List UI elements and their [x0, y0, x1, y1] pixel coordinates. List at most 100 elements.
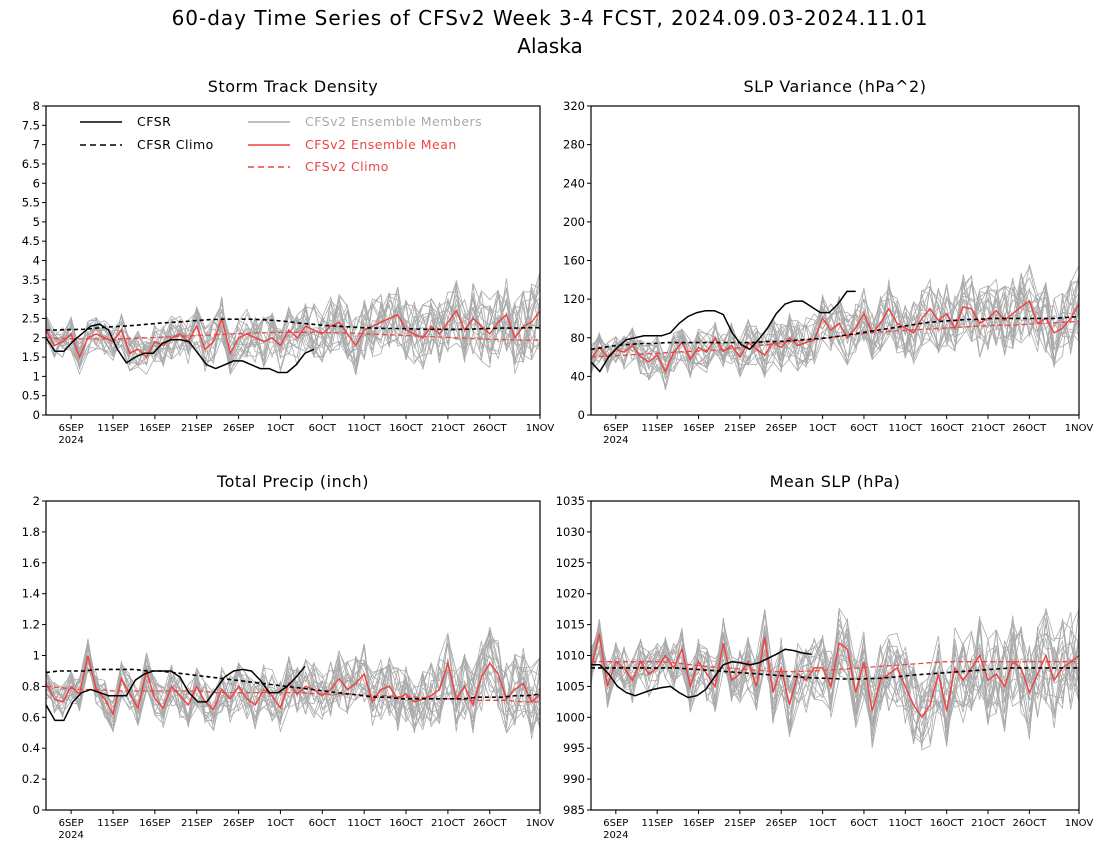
x-tick-label: 6SEP: [59, 423, 84, 434]
x-tick-label: 6SEP: [603, 423, 628, 434]
cfsr-line: [591, 648, 812, 699]
x-tick-label: 16OCT: [389, 423, 424, 434]
x-tick-label: 21OCT: [971, 423, 1006, 434]
cfsr-line: [591, 290, 856, 373]
y-tick-label: 1: [33, 649, 40, 663]
x-tick-label: 1OCT: [267, 818, 295, 829]
legend-ens-mean-label: CFSv2 Ensemble Mean: [305, 137, 457, 152]
x-tick-label: 16SEP: [139, 423, 170, 434]
ensemble-member-line: [46, 279, 540, 370]
ensemble-member-line: [46, 283, 540, 369]
y-tick-label: 1.5: [22, 350, 40, 364]
y-tick-label: 3: [33, 292, 40, 306]
y-tick-label: 6: [33, 176, 40, 190]
x-tick-label: 16SEP: [683, 818, 714, 829]
ensemble-member-line: [591, 272, 1079, 379]
x-year-label: 2024: [58, 830, 83, 841]
y-tick-label: 2: [33, 494, 40, 508]
x-tick-label: 11OCT: [888, 818, 923, 829]
x-year-label: 2024: [603, 435, 628, 446]
legend-cfsv2-climo-label: CFSv2 Climo: [305, 159, 389, 174]
cfsr-line: [46, 323, 315, 374]
x-tick-label: 1OCT: [809, 818, 837, 829]
figure-subtitle: Alaska: [517, 34, 583, 58]
x-tick-label: 11SEP: [641, 818, 672, 829]
panel-2: SLP Variance (hPa^2) 0 40 80 120 160 200 240 280…: [563, 77, 1093, 446]
x-year-label: 2024: [58, 435, 83, 446]
cfsr-climo-line: [591, 667, 1079, 680]
plot-frame: [45, 105, 541, 416]
x-tick-label: 26OCT: [1013, 423, 1048, 434]
ensemble-member-line: [591, 278, 1079, 372]
y-tick-label: 6.5: [22, 157, 40, 171]
ensemble-mean-line: [46, 309, 540, 360]
x-tick-label: 11SEP: [641, 423, 672, 434]
panel-title: Mean SLP (hPa): [770, 472, 901, 491]
ensemble-member-line: [46, 627, 540, 732]
x-tick-label: 16OCT: [389, 818, 424, 829]
panel-title: Total Precip (inch): [216, 472, 369, 491]
cfsr-climo-line: [46, 318, 540, 331]
y-tick-label: 995: [563, 741, 585, 755]
x-tick-label: 26SEP: [223, 818, 254, 829]
y-tick-label: 320: [563, 99, 585, 113]
ensemble-member-line: [46, 288, 540, 369]
figure-title: 60-day Time Series of CFSv2 Week 3-4 FCS…: [171, 6, 929, 30]
x-tick-label: 16SEP: [683, 423, 714, 434]
x-tick-label: 21OCT: [971, 818, 1006, 829]
legend-members-label: CFSv2 Ensemble Members: [305, 114, 482, 129]
x-tick-label: 11OCT: [888, 423, 923, 434]
y-tick-label: 5.5: [22, 196, 40, 210]
ensemble-member-line: [46, 289, 540, 367]
plot-frame: [590, 105, 1080, 416]
y-tick-label: 120: [563, 292, 585, 306]
y-tick-label: 1005: [556, 679, 585, 693]
x-tick-label: 1NOV: [1065, 818, 1094, 829]
y-tick-label: 240: [563, 176, 585, 190]
legend-cfsr-label: CFSR: [137, 114, 171, 129]
x-tick-label: 26OCT: [473, 423, 508, 434]
y-tick-label: 0: [33, 408, 40, 422]
x-tick-label: 11SEP: [97, 423, 128, 434]
y-tick-label: 280: [563, 138, 585, 152]
y-tick-label: 1.2: [22, 618, 40, 632]
y-tick-label: 2.5: [22, 311, 40, 325]
y-tick-label: 80: [570, 331, 585, 345]
cfsv2-climo-line: [591, 661, 1079, 673]
plot-area: [591, 264, 1079, 390]
y-tick-label: 0.5: [22, 389, 40, 403]
ensemble-mean-line: [591, 633, 1079, 719]
y-tick-label: 8: [33, 99, 40, 113]
x-tick-label: 16OCT: [930, 818, 965, 829]
ensemble-member-line: [591, 618, 1079, 730]
ensemble-member-line: [591, 265, 1079, 379]
plot-frame: [45, 500, 541, 811]
panel-1: Storm Track Density 0 0.5 1 1.5 2 2.5 3 3.5 4 4.5 5…: [22, 77, 555, 446]
y-tick-label: 4: [33, 254, 40, 268]
panel-3: Total Precip (inch) 0 0.2 0.4 0.6 0.8 1 1.2 1.4 1…: [22, 472, 555, 841]
y-tick-label: 1030: [556, 525, 585, 539]
x-tick-label: 21SEP: [724, 423, 755, 434]
x-tick-label: 1NOV: [526, 423, 555, 434]
cfsr-climo-line: [46, 668, 540, 700]
y-tick-label: 1: [33, 369, 40, 383]
y-tick-label: 3.5: [22, 273, 40, 287]
y-tick-label: 1015: [556, 618, 585, 632]
y-tick-label: 990: [563, 772, 585, 786]
ensemble-member-line: [46, 644, 540, 734]
cfsr-climo-line: [591, 315, 1079, 351]
y-tick-label: 160: [563, 254, 585, 268]
legend-cfsr-climo-label: CFSR Climo: [137, 137, 214, 152]
x-tick-label: 21SEP: [724, 818, 755, 829]
x-tick-label: 26SEP: [223, 423, 254, 434]
y-tick-label: 1020: [556, 587, 585, 601]
y-tick-label: 7.5: [22, 118, 40, 132]
y-tick-label: 985: [563, 803, 585, 817]
ensemble-member-line: [591, 632, 1079, 744]
x-tick-label: 1NOV: [526, 818, 555, 829]
y-tick-label: 1035: [556, 494, 585, 508]
plot-frame: [590, 500, 1080, 811]
y-tick-label: 1.8: [22, 525, 40, 539]
x-tick-label: 21OCT: [431, 423, 466, 434]
